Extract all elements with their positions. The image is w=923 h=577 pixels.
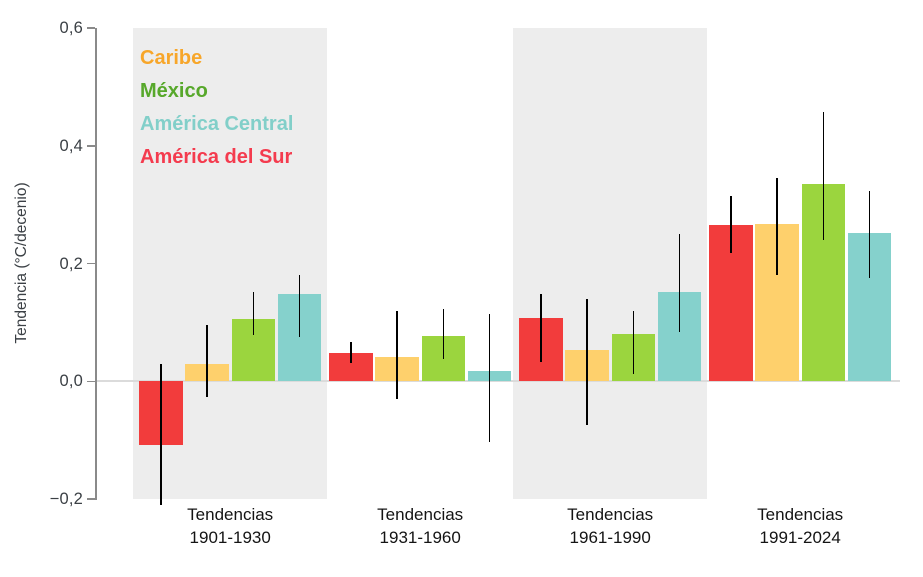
error-bar-america-central <box>488 313 491 443</box>
x-category-label-range: 1931-1960 <box>379 527 461 547</box>
legend-item-mexico: México <box>140 80 208 102</box>
error-bar-mexico <box>822 111 825 240</box>
zero-gridline <box>96 380 900 383</box>
x-category-label: Tendencias 1901-1930 <box>135 504 325 549</box>
x-category-label-range: 1961-1990 <box>569 527 651 547</box>
y-tick-mark <box>86 380 95 382</box>
error-bar-america-central <box>868 191 871 278</box>
x-category-label-name: Tendencias <box>567 505 654 524</box>
y-tick-label: 0,4 <box>59 136 83 155</box>
legend-item-caribe: Caribe <box>140 47 203 69</box>
error-bar-america-del-sur <box>540 294 542 362</box>
error-bar-mexico <box>252 291 255 335</box>
legend-item-america-central: América Central <box>140 113 294 135</box>
x-category-label: Tendencias 1991-2024 <box>705 504 895 549</box>
chart-legend: Caribe México América Central América del S… <box>140 42 293 174</box>
error-bar-caribe <box>776 178 778 276</box>
error-bar-mexico <box>442 309 445 360</box>
error-bar-caribe <box>396 310 398 400</box>
error-bar-america-del-sur <box>730 195 732 254</box>
error-bar-america-central <box>678 234 681 332</box>
error-bar-america-central <box>298 275 301 338</box>
x-category-label-range: 1991-2024 <box>759 527 841 547</box>
error-bar-america-del-sur <box>350 341 352 363</box>
error-bar-caribe <box>206 325 208 397</box>
group-shading-band <box>512 28 707 499</box>
y-tick-label: 0,6 <box>59 19 83 37</box>
x-category-label-name: Tendencias <box>187 505 274 524</box>
y-axis-line <box>95 27 97 500</box>
y-tick-mark <box>86 145 95 147</box>
error-bar-america-del-sur <box>160 363 162 505</box>
x-category-label-name: Tendencias <box>377 505 464 524</box>
y-tick-label: −0,2 <box>49 490 83 508</box>
y-tick-mark <box>86 27 95 29</box>
y-tick-mark <box>86 498 95 500</box>
x-category-label-name: Tendencias <box>757 505 844 524</box>
y-tick-mark <box>86 262 95 265</box>
x-category-label: Tendencias 1961-1990 <box>515 504 705 549</box>
y-tick-label: 0,2 <box>59 254 83 273</box>
error-bar-mexico <box>632 310 635 374</box>
x-category-label: Tendencias 1931-1960 <box>325 504 515 549</box>
legend-item-america-del-sur: América del Sur <box>140 146 293 168</box>
y-axis-title: Tendencia (°C/decenio) <box>13 182 30 344</box>
error-bar-caribe <box>586 298 588 425</box>
x-category-label-range: 1901-1930 <box>189 527 271 547</box>
y-tick-label: 0,0 <box>59 372 83 391</box>
